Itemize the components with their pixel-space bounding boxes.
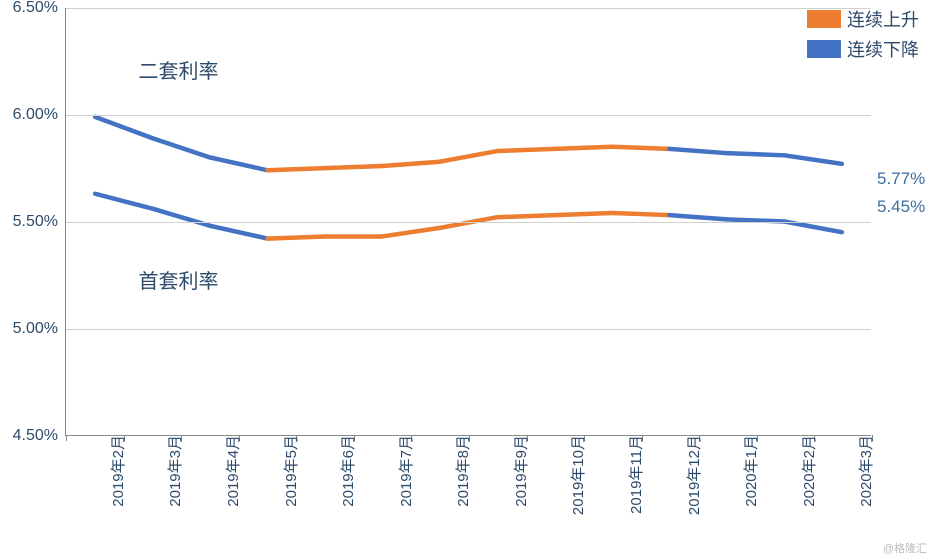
x-tick-label: 2019年3月: [158, 435, 185, 507]
plot-area: 4.50%5.00%5.50%6.00%6.50%2019年2月2019年3月2…: [65, 8, 871, 436]
legend-label-falling: 连续下降: [847, 36, 919, 62]
series-segment: [727, 153, 784, 155]
chart-container: 4.50% 5.00% 5.50% 6.00% 6.50% 2019年2月 2019年3月 2…: [0, 0, 937, 560]
series-segment: [382, 228, 439, 237]
x-tick-label: 2019年11月: [619, 435, 646, 514]
series-segment: [612, 213, 669, 215]
series-segment: [267, 236, 324, 238]
series-end-label: 5.45%: [871, 197, 925, 217]
y-tick-label: 6.50%: [13, 0, 66, 17]
series-segment: [440, 151, 497, 162]
watermark: @格隆汇: [883, 540, 927, 556]
x-tick-label: 2020年1月: [734, 435, 761, 507]
series-segment: [325, 166, 382, 168]
legend-item-rising: 连续上升: [807, 6, 919, 32]
y-tick-label: 5.00%: [13, 320, 66, 338]
legend-label-rising: 连续上升: [847, 6, 919, 32]
x-tick-label: 2019年10月: [561, 435, 588, 515]
legend-swatch-falling: [807, 40, 841, 58]
series-segment: [267, 168, 324, 170]
x-tick-label: 2019年12月: [677, 435, 704, 515]
series-segment: [497, 149, 554, 151]
x-tick-label: 2019年9月: [504, 435, 531, 507]
series-segment: [670, 149, 727, 153]
series-end-label: 5.77%: [871, 169, 925, 189]
x-tick-label: 2020年3月: [849, 435, 876, 507]
series-segment: [497, 215, 554, 217]
series-segment: [784, 222, 841, 233]
x-tick-label: 2019年4月: [216, 435, 243, 507]
series-segment: [382, 162, 439, 166]
series-segment: [670, 215, 727, 219]
series-segment: [210, 157, 267, 170]
x-tick-label: 2019年5月: [274, 435, 301, 507]
series-segment: [612, 147, 669, 149]
x-tick-label: 2019年6月: [331, 435, 358, 507]
series-label: 首套利率: [139, 265, 219, 294]
legend-swatch-rising: [807, 10, 841, 28]
legend-item-falling: 连续下降: [807, 36, 919, 62]
series-segment: [95, 117, 152, 138]
series-segment: [95, 194, 152, 209]
series-segment: [210, 226, 267, 239]
y-tick-label: 5.50%: [13, 213, 66, 231]
series-segment: [153, 138, 210, 157]
series-segment: [555, 213, 612, 215]
series-segment: [784, 155, 841, 164]
series-segment: [555, 147, 612, 149]
x-tick-label: 2019年7月: [389, 435, 416, 507]
y-tick-label: 6.00%: [13, 106, 66, 124]
x-tick-label: 2020年2月: [792, 435, 819, 507]
legend: 连续上升 连续下降: [807, 6, 919, 66]
x-tick-label: 2019年8月: [446, 435, 473, 507]
series-segment: [153, 209, 210, 226]
y-tick-label: 4.50%: [13, 427, 66, 445]
series-label: 二套利率: [139, 55, 219, 84]
x-tick-label: 2019年2月: [101, 435, 128, 507]
